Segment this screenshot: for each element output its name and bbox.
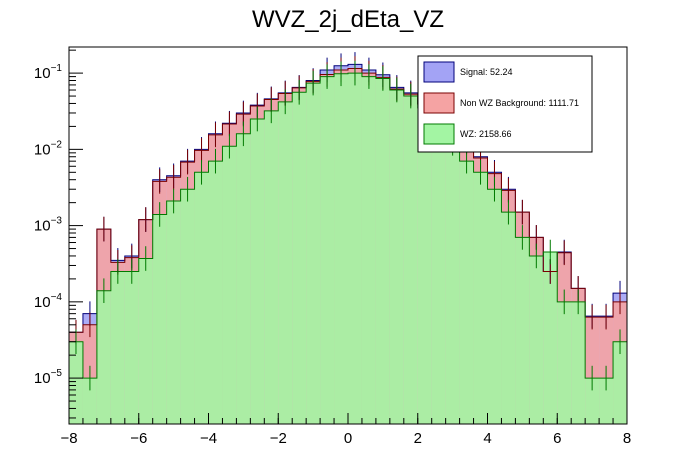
y-tick-label: 10−4 bbox=[34, 292, 63, 311]
bar-wz bbox=[501, 212, 516, 424]
series-wz-bars bbox=[69, 73, 627, 425]
x-tick-label: −2 bbox=[270, 430, 287, 447]
y-tick-label: 10−5 bbox=[34, 368, 63, 387]
x-tick-label: 0 bbox=[344, 430, 352, 447]
bar-wz bbox=[152, 214, 167, 424]
bar-wz bbox=[236, 133, 251, 424]
y-tick-label: 10−3 bbox=[34, 216, 63, 235]
bar-wz bbox=[334, 73, 348, 424]
bar-wz bbox=[278, 101, 293, 424]
legend-label: Signal: 52.24 bbox=[460, 67, 513, 77]
bar-wz bbox=[585, 378, 600, 424]
bar-wz bbox=[110, 271, 125, 424]
x-tick-label: 8 bbox=[623, 430, 631, 447]
bar-wz bbox=[69, 341, 83, 424]
bar-wz bbox=[417, 107, 432, 424]
bar-wz bbox=[292, 92, 307, 424]
legend-swatch bbox=[423, 61, 455, 83]
bar-wz bbox=[320, 76, 335, 425]
bar-wz bbox=[613, 341, 627, 424]
bar-wz bbox=[403, 96, 418, 424]
bar-wz bbox=[82, 378, 97, 424]
bar-wz bbox=[208, 161, 223, 425]
bar-wz bbox=[138, 258, 153, 424]
histogram-outlines bbox=[68, 63, 628, 424]
series-background-outline bbox=[68, 67, 628, 424]
x-tick-label: −8 bbox=[60, 430, 77, 447]
bar-wz bbox=[348, 73, 362, 424]
bar-wz bbox=[543, 252, 558, 424]
bar-wz bbox=[389, 90, 404, 425]
bar-wz bbox=[599, 378, 614, 424]
x-tick-label: −6 bbox=[130, 430, 147, 447]
bar-wz bbox=[264, 110, 279, 424]
bar-wz bbox=[487, 189, 502, 424]
bar-wz bbox=[529, 255, 544, 424]
bar-wz bbox=[571, 301, 586, 424]
axes: −8 −6 −4 −2 0 2 4 6 8 10−1 10−2 10−3 10−4 10−5 bbox=[34, 49, 631, 447]
bar-wz bbox=[375, 78, 390, 424]
bar-wz bbox=[431, 126, 446, 425]
x-tick-label: −4 bbox=[200, 430, 217, 447]
bar-wz bbox=[194, 172, 209, 424]
x-tick-label: 2 bbox=[414, 430, 422, 447]
bar-wz bbox=[515, 237, 530, 424]
series-wz-outline bbox=[68, 72, 628, 424]
legend-swatch bbox=[423, 123, 455, 145]
legend-swatch bbox=[423, 92, 455, 114]
bar-wz bbox=[473, 172, 488, 424]
bar-wz bbox=[180, 189, 195, 424]
chart-title: WVZ_2j_dEta_VZ bbox=[252, 6, 444, 33]
legend: Signal: 52.24 Non WZ Background: 1111.71 W… bbox=[417, 55, 593, 153]
bar-wz bbox=[250, 119, 265, 424]
bar-wz bbox=[361, 76, 376, 425]
bar-wz bbox=[96, 290, 111, 424]
x-tick-label: 6 bbox=[553, 430, 561, 447]
legend-label: WZ: 2158.66 bbox=[460, 129, 512, 139]
bar-wz bbox=[445, 143, 460, 424]
bar-wz bbox=[557, 301, 572, 424]
bar-wz bbox=[459, 161, 474, 425]
bar-wz bbox=[222, 146, 237, 425]
bar-wz bbox=[166, 201, 181, 424]
bar-wz bbox=[124, 271, 139, 424]
legend-label: Non WZ Background: 1111.71 bbox=[460, 98, 579, 108]
bar-wz bbox=[306, 83, 321, 425]
y-tick-label: 10−2 bbox=[34, 139, 63, 158]
histogram-bars bbox=[69, 64, 627, 425]
x-tick-label: 4 bbox=[483, 430, 491, 447]
y-tick-label: 10−1 bbox=[34, 63, 63, 82]
